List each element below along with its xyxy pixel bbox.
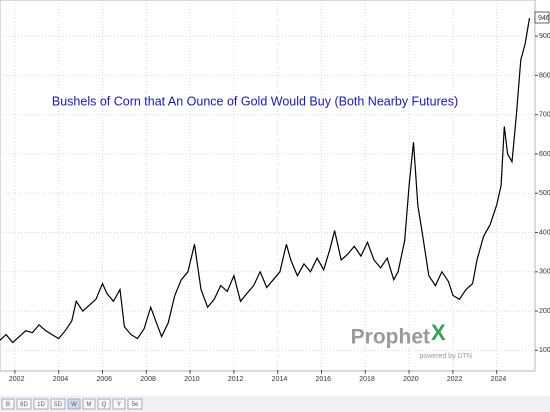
last-value-label: 946 <box>538 15 550 22</box>
x-tick-label: 2010 <box>184 376 200 383</box>
toolbar-button-label[interactable]: 5e <box>132 402 139 408</box>
toolbar-button-label[interactable]: 1D <box>37 402 45 408</box>
toolbar-button[interactable] <box>50 398 66 410</box>
toolbar-button-label[interactable]: M <box>87 402 92 408</box>
chart-title: Bushels of Corn that An Ounce of Gold Wo… <box>52 94 458 108</box>
watermark-tagline: powered by DTN <box>419 353 472 360</box>
x-tick-label: 2008 <box>140 376 156 383</box>
y-tick-label: 100 <box>539 347 550 354</box>
y-tick-label: 200 <box>539 308 550 315</box>
data-line <box>0 17 531 344</box>
toolbar-button[interactable] <box>97 398 111 410</box>
y-tick-label: 400 <box>539 229 550 236</box>
toolbar-button[interactable] <box>33 398 49 410</box>
watermark-brand: Prophet <box>351 326 430 349</box>
x-tick-label: 2020 <box>403 376 419 383</box>
x-tick-label: 2018 <box>359 376 375 383</box>
y-tick-label: 300 <box>539 269 550 276</box>
toolbar-button-label[interactable]: Y <box>117 402 121 408</box>
toolbar-buttons: B 8D 1D 5D W M Q Y 5e <box>1 398 143 410</box>
toolbar-button[interactable] <box>112 398 126 410</box>
toolbar-button[interactable] <box>127 398 143 410</box>
watermark-mark: X <box>431 320 446 345</box>
toolbar-button-label[interactable]: 8D <box>20 402 28 408</box>
toolbar-button-label[interactable]: B <box>6 402 10 408</box>
toolbar-button[interactable] <box>1 398 15 410</box>
x-tick-label: 2022 <box>447 376 463 383</box>
last-value-box <box>534 11 550 24</box>
x-tick-label: 2006 <box>96 376 112 383</box>
x-tick-label: 2012 <box>228 376 244 383</box>
x-tick-label: 2004 <box>53 376 69 383</box>
x-tick-label: 2016 <box>315 376 331 383</box>
x-tick-label: 2014 <box>272 376 288 383</box>
y-tick-label: 900 <box>539 33 550 40</box>
plot-frame <box>0 0 536 372</box>
toolbar-button[interactable] <box>82 398 96 410</box>
toolbar-button-label[interactable]: W <box>71 402 77 408</box>
y-tick-label: 500 <box>539 190 550 197</box>
toolbar-button[interactable] <box>16 398 32 410</box>
toolbar-button[interactable] <box>67 398 81 410</box>
x-tick-label: 2002 <box>9 376 25 383</box>
y-tick-label: 800 <box>539 72 550 79</box>
y-tick-label: 700 <box>539 112 550 119</box>
toolbar-button-label[interactable]: 5D <box>54 402 62 408</box>
y-tick-label: 600 <box>539 151 550 158</box>
x-tick-label: 2024 <box>491 376 507 383</box>
toolbar-button-label[interactable]: Q <box>102 402 107 408</box>
